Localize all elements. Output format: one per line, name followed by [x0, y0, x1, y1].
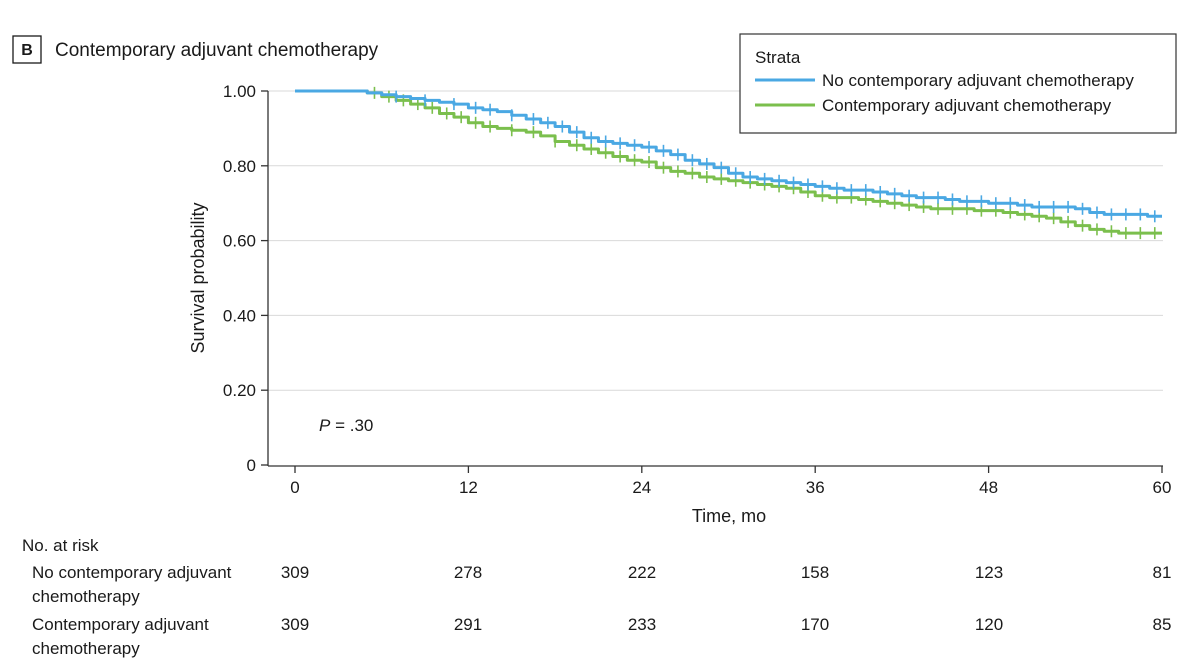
- y-axis-title: Survival probability: [188, 202, 208, 353]
- risk-row-chemo: Contemporary adjuvant chemotherapy 309 2…: [32, 615, 1171, 658]
- x-tick-label: 12: [459, 478, 478, 497]
- risk-table-heading: No. at risk: [22, 536, 99, 555]
- risk-count: 170: [801, 615, 829, 634]
- series-chemo: [295, 86, 1162, 240]
- risk-row-label-line2: chemotherapy: [32, 587, 140, 606]
- x-axis-ticks: 0 12 24 36 48 60: [290, 466, 1171, 497]
- risk-row-label-line1: No contemporary adjuvant: [32, 563, 232, 582]
- risk-count: 85: [1153, 615, 1172, 634]
- risk-count: 81: [1153, 563, 1172, 582]
- p-value-text: = .30: [330, 416, 373, 435]
- risk-row-label-line1: Contemporary adjuvant: [32, 615, 209, 634]
- legend-label-chemo: Contemporary adjuvant chemotherapy: [822, 96, 1112, 115]
- legend-title: Strata: [755, 48, 801, 67]
- risk-count: 291: [454, 615, 482, 634]
- x-tick-label: 24: [632, 478, 651, 497]
- risk-table: No. at risk No contemporary adjuvant che…: [22, 536, 1171, 658]
- legend-box: [739, 33, 1177, 134]
- series-layer: [295, 86, 1162, 240]
- risk-count: 222: [628, 563, 656, 582]
- risk-count: 158: [801, 563, 829, 582]
- risk-count: 123: [975, 563, 1003, 582]
- x-tick-label: 36: [806, 478, 825, 497]
- gridlines: [268, 90, 1163, 391]
- x-tick-label: 48: [979, 478, 998, 497]
- series-no-chemo: [295, 89, 1162, 223]
- y-tick-label: 1.00: [223, 82, 256, 101]
- survival-curve: [295, 89, 1162, 218]
- risk-count: 120: [975, 615, 1003, 634]
- legend: Strata No contemporary adjuvant chemothe…: [739, 33, 1177, 134]
- y-tick-label: 0.60: [223, 232, 256, 251]
- chart-title: Contemporary adjuvant chemotherapy: [55, 40, 379, 61]
- y-tick-label: 0.40: [223, 306, 256, 325]
- panel-letter: B: [21, 42, 33, 59]
- y-tick-label: 0.20: [223, 381, 256, 400]
- x-tick-label: 60: [1153, 478, 1172, 497]
- risk-count: 278: [454, 563, 482, 582]
- risk-count: 309: [281, 563, 309, 582]
- risk-row-no-chemo: No contemporary adjuvant chemotherapy 30…: [32, 563, 1171, 606]
- legend-label-no-chemo: No contemporary adjuvant chemotherapy: [822, 71, 1134, 90]
- p-value-italic: P: [319, 416, 331, 435]
- risk-count: 309: [281, 615, 309, 634]
- x-tick-label: 0: [290, 478, 299, 497]
- y-tick-label: 0: [247, 456, 256, 475]
- chart-title-group: B Contemporary adjuvant chemotherapy: [12, 35, 379, 64]
- y-tick-label: 0.80: [223, 157, 256, 176]
- x-axis-title: Time, mo: [692, 506, 766, 526]
- panel-letter-box: [12, 35, 42, 64]
- survival-curve: [295, 89, 1162, 235]
- risk-count: 233: [628, 615, 656, 634]
- y-axis-ticks: 0 0.20 0.40 0.60 0.80 1.00: [223, 82, 268, 475]
- p-value-annotation: P = .30: [319, 416, 373, 435]
- risk-row-label-line2: chemotherapy: [32, 639, 140, 658]
